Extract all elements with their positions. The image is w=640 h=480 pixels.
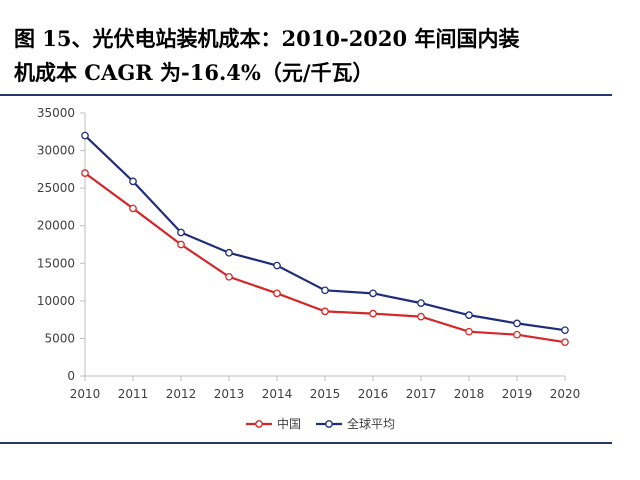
bottom-divider	[0, 442, 612, 444]
data-point	[369, 309, 377, 318]
chart-axes	[84, 113, 565, 377]
data-point	[177, 228, 185, 237]
data-point	[465, 311, 473, 319]
data-point	[177, 240, 185, 249]
legend-swatch-marker	[325, 420, 333, 428]
data-point	[513, 330, 521, 339]
data-point	[81, 169, 89, 177]
x-tick-label: 2015	[310, 387, 341, 401]
data-point	[417, 312, 425, 321]
y-tick-label: 35000	[37, 106, 75, 120]
y-tick-label: 30000	[37, 144, 75, 158]
data-point	[273, 261, 281, 270]
x-tick-label: 2013	[214, 387, 245, 401]
data-point	[225, 248, 233, 257]
data-point	[369, 289, 377, 298]
legend-label: 中国	[277, 416, 301, 431]
top-divider	[0, 94, 612, 96]
x-tick-label: 2020	[550, 387, 581, 401]
y-tick-label: 25000	[37, 181, 75, 195]
data-point	[273, 289, 281, 298]
series-points	[81, 131, 569, 347]
data-point	[321, 307, 329, 316]
x-tick-label: 2018	[454, 387, 485, 401]
data-point	[561, 326, 569, 335]
series-line-1	[84, 134, 566, 332]
data-point	[561, 338, 569, 347]
data-point	[81, 131, 89, 140]
x-tick-label: 2019	[502, 387, 533, 401]
data-point	[417, 299, 425, 307]
data-point	[465, 327, 473, 336]
data-point	[129, 177, 137, 186]
y-tick-label: 0	[67, 369, 75, 383]
x-tick-label: 2014	[262, 387, 293, 401]
data-point	[129, 204, 137, 213]
figure-title-line1: 图 15、光伏电站装机成本：2010-2020 年间国内装	[14, 26, 520, 51]
y-tick-label: 10000	[37, 294, 75, 308]
legend-swatch-marker	[255, 420, 263, 428]
x-axis-ticks: 2010 2011 2012 2013 2014 2015 2016 2017 2018 2019…	[70, 376, 581, 401]
x-tick-label: 2012	[166, 387, 197, 401]
line-chart: 0 5000 10000 15000 20000 25000 30000 35000 2010…	[37, 106, 581, 431]
chart-legend: 中国 全球平均	[246, 416, 395, 431]
x-tick-label: 2017	[406, 387, 437, 401]
legend-label: 全球平均	[347, 416, 395, 431]
data-point	[225, 272, 233, 281]
series-line-0	[84, 172, 566, 344]
y-axis-ticks: 0 5000 10000 15000 20000 25000 30000 35000	[37, 106, 85, 383]
y-tick-label: 15000	[37, 256, 75, 270]
x-tick-label: 2016	[358, 387, 389, 401]
data-point	[513, 319, 521, 328]
x-tick-label: 2011	[118, 387, 149, 401]
data-point	[321, 286, 329, 295]
y-tick-label: 5000	[44, 331, 75, 345]
figure-title-line2: 机成本 CAGR 为-16.4%（元/千瓦）	[14, 60, 374, 85]
x-tick-label: 2010	[70, 387, 101, 401]
figure-title: 图 15、光伏电站装机成本：2010-2020 年间国内装 机成本 CAGR 为…	[14, 22, 624, 90]
y-tick-label: 20000	[37, 219, 75, 233]
